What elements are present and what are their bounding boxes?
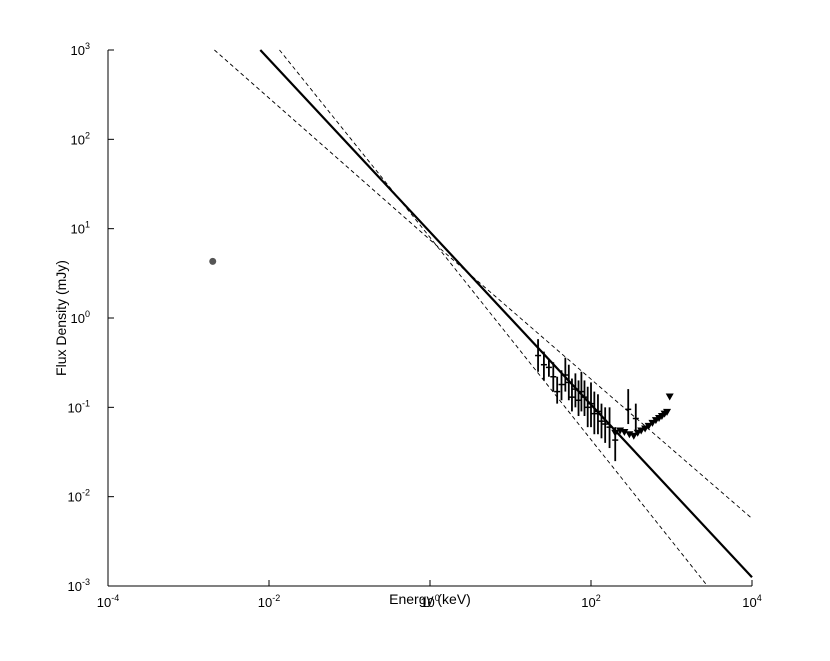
x-axis-ticks: 10-4 10-2 100 102 104 [97,580,762,610]
tick-label: 100 [420,593,439,610]
upper-limit-triangle [611,429,620,437]
upper-limit-triangle [665,393,674,401]
model-fit-line [259,49,753,579]
tick-label: 10-2 [68,488,90,505]
tick-label: 102 [71,130,90,147]
tick-label: 10-2 [258,593,280,610]
tick-label: 10-4 [97,593,119,610]
plot-frame [107,50,752,587]
tick-label: 100 [71,309,90,326]
y-axis-ticks: 10-3 10-2 10-1 100 101 102 103 [68,41,114,594]
tick-label: 10-1 [68,398,90,415]
optical-data-point [209,257,217,265]
x-axis-title: Energy (keV) [389,591,471,607]
upper-limit-triangle [648,419,657,427]
tick-label: 103 [71,41,90,58]
tick-label: 104 [742,593,761,610]
tick-label: 10-3 [68,577,90,594]
upper-limit-triangle [641,425,650,433]
series-layer [209,49,753,587]
upper-limit-triangle [663,408,672,416]
tick-label: 102 [581,593,600,610]
upper-limit-triangle [629,432,638,440]
upper-limit-triangle [637,427,646,435]
upper-limit-triangle [620,428,629,436]
upper-limit-triangle [644,422,653,430]
tick-label: 101 [71,220,90,237]
model-bound-line [279,49,708,587]
y-axis-title: Flux Density (mJy) [53,260,69,376]
model-bound-line [214,49,753,519]
